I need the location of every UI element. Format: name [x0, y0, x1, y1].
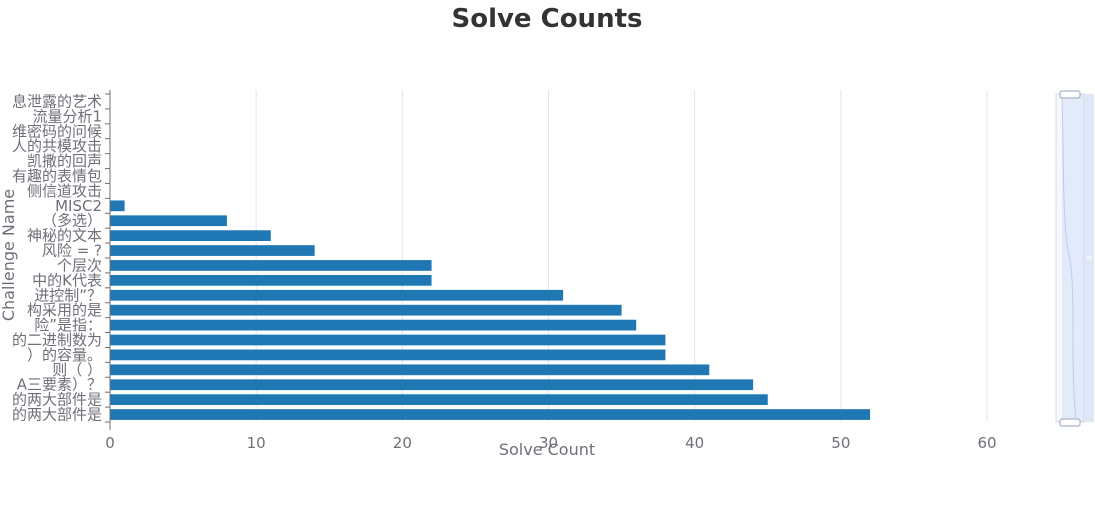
bar[interactable]: [110, 289, 564, 301]
data-zoom-handle-bottom[interactable]: [1059, 418, 1081, 427]
data-zoom-selected-range[interactable]: [1062, 94, 1084, 422]
y-tick-label: 人的共模攻击: [12, 137, 102, 155]
x-tick-label: 0: [105, 434, 115, 452]
x-axis-label: Solve Count: [499, 440, 595, 459]
y-tick-label: MISC2: [55, 197, 102, 215]
y-axis-label: Challenge Name: [0, 189, 18, 321]
y-tick-label: 凯撒的回声: [27, 152, 102, 170]
y-tick-label: 进控制”？: [34, 286, 102, 304]
bar[interactable]: [110, 304, 622, 316]
bar[interactable]: [110, 245, 315, 256]
y-tick-label: 侧信道攻击: [27, 182, 102, 200]
x-tick-label: 40: [685, 434, 704, 452]
bar[interactable]: [110, 200, 125, 212]
bar[interactable]: [110, 394, 768, 406]
y-tick-label: 险”是指：: [34, 316, 102, 334]
y-tick-label: ）的容量。: [27, 346, 102, 364]
y-tick-label: 个层次: [57, 256, 102, 274]
y-tick-label: 的二进制数为: [12, 331, 102, 349]
bar[interactable]: [110, 274, 432, 286]
data-zoom-handle-top[interactable]: [1059, 90, 1081, 99]
y-tick-label: 维密码的问候: [12, 122, 102, 140]
y-tick-labels: 息泄露的艺术流量分析1维密码的问候人的共模攻击凯撒的回声有趣的表情包侧信道攻击M…: [12, 92, 102, 423]
y-tick-label: 构采用的是: [27, 301, 102, 319]
x-tick-label: 50: [831, 434, 850, 452]
y-tick-label: （多选）: [42, 212, 102, 230]
bar[interactable]: [110, 215, 227, 227]
chart-title: Solve Counts: [451, 4, 642, 34]
data-zoom-slider[interactable]: ≡: [1055, 90, 1094, 427]
bar[interactable]: [110, 409, 871, 420]
bar[interactable]: [110, 230, 271, 242]
x-tick-labels: 0 10 20 30 40 50 60: [105, 434, 996, 452]
bars: [110, 200, 871, 420]
bar[interactable]: [110, 379, 754, 391]
y-tick-label: 的两大部件是: [12, 391, 102, 409]
x-tick-label: 60: [977, 434, 996, 452]
y-tick-label: 中的K代表: [32, 271, 102, 289]
y-tick-label: A三要素）？: [17, 376, 102, 394]
y-tick-label: 流量分析1: [32, 107, 102, 125]
y-tick-label: 风险 = ?: [42, 242, 102, 260]
data-zoom-shadow-line: [1061, 97, 1077, 419]
x-tick-label: 30: [539, 434, 558, 452]
y-tick-label: 则（ ）: [52, 361, 102, 379]
data-zoom-move-bar[interactable]: [1084, 94, 1094, 422]
y-tick-label: 息泄露的艺术: [12, 92, 102, 110]
y-tick-label: 有趣的表情包: [12, 167, 102, 185]
x-tick-label: 10: [247, 434, 266, 452]
x-tick-label: 20: [393, 434, 412, 452]
bar[interactable]: [110, 349, 666, 361]
bar[interactable]: [110, 319, 637, 331]
bar[interactable]: [110, 334, 666, 346]
y-tick-label: 的两大部件是: [12, 406, 102, 424]
y-tick-label: 神秘的文本: [27, 227, 102, 245]
data-zoom-grip-icon[interactable]: ≡: [1086, 253, 1093, 262]
bar[interactable]: [110, 364, 710, 376]
axes: [105, 90, 111, 430]
bar[interactable]: [110, 260, 432, 271]
